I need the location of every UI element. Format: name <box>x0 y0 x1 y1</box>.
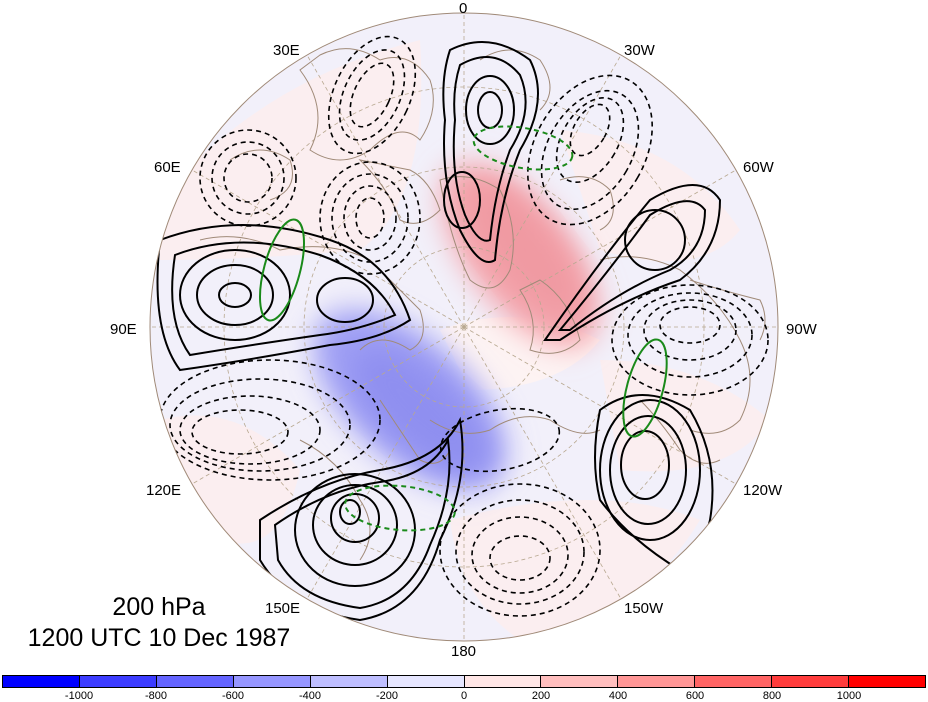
green-contour-dashed-south <box>344 484 456 532</box>
colorbar-tick-label: 600 <box>685 690 705 702</box>
map-caption: 200 hPa 1200 UTC 10 Dec 1987 <box>0 592 318 654</box>
green-contour-60e <box>259 218 305 322</box>
green-contour-dashed-north <box>472 125 574 171</box>
colorbar-cell <box>541 676 619 687</box>
dashed-contour-group-north <box>527 74 653 226</box>
colorbar-cell <box>310 676 388 687</box>
colorbar-tick-label: 0 <box>460 690 468 702</box>
colorbar-cell <box>387 676 465 687</box>
dashed-contours <box>159 35 769 617</box>
lon-label-0: 0 <box>459 0 468 17</box>
colorbar-tick-label: -800 <box>144 690 168 702</box>
dashed-contour-group-north-west <box>327 35 417 155</box>
dashed-contour-group-east <box>611 284 769 396</box>
lon-label-60e: 60E <box>154 159 181 176</box>
lon-label-180: 180 <box>451 643 477 660</box>
colorbar-cell <box>233 676 311 687</box>
shading-light-pink-south <box>450 500 700 640</box>
lon-label-90e: 90E <box>110 321 137 338</box>
solid-contour-60w-group <box>543 184 722 341</box>
shading-light-pink-east <box>600 360 770 472</box>
green-contours <box>259 125 668 532</box>
colorbar-cell <box>618 676 696 687</box>
lon-label-90w: 90W <box>786 321 817 338</box>
lon-label-120w: 120W <box>743 482 783 499</box>
map-boundary <box>149 12 779 642</box>
colorbar-tick-label: 1000 <box>836 690 862 702</box>
colorbar-tick-label: 400 <box>608 690 628 702</box>
caption-level: 200 hPa <box>112 593 206 621</box>
lon-label-120e: 120E <box>146 482 182 499</box>
lon-label-30w: 30W <box>624 42 655 59</box>
colorbar-tick-label: -200 <box>375 690 399 702</box>
solid-contour-north-group <box>442 41 539 263</box>
colorbar-tick-label: 200 <box>531 690 551 702</box>
shading-light-pink-north <box>560 130 740 262</box>
colorbar-tick-label: 800 <box>762 690 782 702</box>
colorbar-cell <box>849 676 926 687</box>
caption-datetime: 1200 UTC 10 Dec 1987 <box>27 624 291 652</box>
graticule <box>150 13 778 641</box>
negative-anomaly-core <box>352 347 488 473</box>
green-contour-90w <box>622 338 668 438</box>
colorbar-cell <box>695 676 773 687</box>
solid-contour-90e-group <box>156 224 412 372</box>
lon-label-30e: 30E <box>273 42 300 59</box>
dashed-contour-group-center-west <box>319 161 421 275</box>
colorbar-tick-label: -600 <box>221 690 245 702</box>
dashed-contour-group-south <box>439 483 601 617</box>
colorbar-tick-label: -400 <box>298 690 322 702</box>
colorbar-cell <box>772 676 850 687</box>
lon-label-150w: 150W <box>624 600 664 617</box>
colorbar-cell <box>3 676 80 687</box>
colorbar-tick-label: -1000 <box>64 690 94 702</box>
lon-label-60w: 60W <box>743 159 774 176</box>
colorbar-cell <box>156 676 234 687</box>
colorbar-cell <box>79 676 157 687</box>
colorbar <box>2 675 926 688</box>
lon-label-150e: 150E <box>265 600 301 617</box>
colorbar-cell <box>464 676 542 687</box>
positive-anomaly-core <box>468 182 582 318</box>
